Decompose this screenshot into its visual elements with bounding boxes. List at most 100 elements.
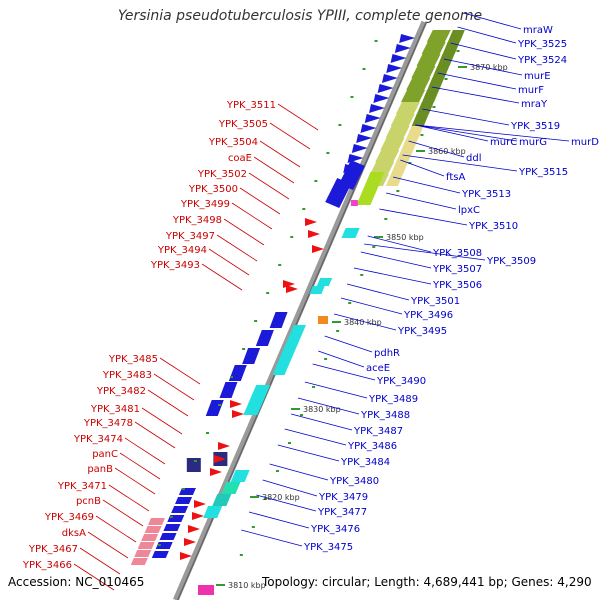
gene-label-reverse[interactable]: dksA bbox=[62, 528, 86, 539]
gene-label-reverse[interactable]: YPK_3493 bbox=[150, 260, 200, 271]
gene-label-forward[interactable]: YPK_3524 bbox=[517, 55, 567, 66]
gene-feature[interactable] bbox=[380, 138, 405, 150]
gene-label-forward[interactable]: YPK_3519 bbox=[510, 121, 560, 132]
gene-label-forward[interactable]: YPK_3513 bbox=[461, 189, 511, 200]
gene-arrow[interactable] bbox=[228, 365, 247, 381]
gene-arrow[interactable] bbox=[399, 34, 416, 43]
gene-label-reverse[interactable]: YPK_3466 bbox=[22, 560, 72, 571]
gene-label-forward[interactable]: YPK_3509 bbox=[486, 256, 536, 267]
gene-feature[interactable] bbox=[230, 470, 250, 482]
gene-arrow-reverse[interactable] bbox=[218, 442, 230, 450]
gene-arrow[interactable] bbox=[163, 524, 181, 531]
gene-label-reverse[interactable]: YPK_3497 bbox=[165, 231, 215, 242]
gene-label-forward[interactable]: murF bbox=[518, 85, 544, 96]
gene-arrow[interactable] bbox=[155, 542, 173, 549]
gene-label-reverse[interactable]: panB bbox=[87, 464, 113, 475]
gene-feature[interactable] bbox=[447, 30, 465, 42]
gene-label-forward[interactable]: mraW bbox=[523, 25, 553, 36]
gene-feature[interactable] bbox=[141, 534, 159, 541]
gene-feature[interactable] bbox=[318, 316, 328, 324]
gene-label-reverse[interactable]: YPK_3467 bbox=[28, 544, 78, 555]
gene-label-forward[interactable]: YPK_3525 bbox=[517, 39, 567, 50]
gene-feature[interactable] bbox=[401, 138, 419, 150]
gene-label-reverse[interactable]: pcnB bbox=[76, 496, 101, 507]
gene-arrow-reverse[interactable] bbox=[214, 455, 226, 463]
gene-arrow[interactable] bbox=[369, 104, 386, 113]
gene-label-reverse[interactable]: YPK_3471 bbox=[57, 481, 107, 492]
gene-label-forward[interactable]: YPK_3490 bbox=[376, 376, 426, 387]
gene-label-reverse[interactable]: YPK_3499 bbox=[180, 199, 230, 210]
gene-label-reverse[interactable]: YPK_3498 bbox=[172, 215, 222, 226]
gene-feature[interactable] bbox=[144, 526, 162, 533]
gene-arrow-reverse[interactable] bbox=[308, 230, 320, 238]
gene-label-reverse[interactable]: YPK_3469 bbox=[44, 512, 94, 523]
gene-label-forward[interactable]: YPK_3475 bbox=[303, 542, 353, 553]
gene-label-forward[interactable]: YPK_3510 bbox=[468, 221, 518, 232]
gene-feature[interactable] bbox=[427, 78, 445, 90]
gene-label-forward[interactable]: murC bbox=[490, 137, 517, 148]
gene-arrow[interactable] bbox=[373, 94, 390, 103]
gene-label-reverse[interactable]: YPK_3482 bbox=[96, 386, 146, 397]
gene-feature[interactable] bbox=[416, 54, 441, 66]
gene-feature[interactable] bbox=[341, 228, 360, 238]
gene-arrow-reverse[interactable] bbox=[305, 218, 317, 226]
gene-feature[interactable] bbox=[148, 518, 166, 525]
gene-label-reverse[interactable]: YPK_3474 bbox=[73, 434, 123, 445]
gene-arrow[interactable] bbox=[386, 64, 403, 73]
gene-label-reverse[interactable]: panC bbox=[92, 449, 118, 460]
gene-feature[interactable] bbox=[437, 54, 455, 66]
gene-label-reverse[interactable]: YPK_3511 bbox=[226, 100, 276, 111]
gene-arrow-reverse[interactable] bbox=[230, 400, 242, 408]
gene-arrow[interactable] bbox=[175, 497, 193, 504]
gene-arrow[interactable] bbox=[390, 54, 407, 63]
gene-arrow[interactable] bbox=[325, 178, 352, 208]
gene-feature[interactable] bbox=[243, 385, 271, 415]
gene-feature[interactable] bbox=[395, 102, 420, 114]
gene-label-forward[interactable]: murD bbox=[571, 137, 599, 148]
gene-label-reverse[interactable]: YPK_3502 bbox=[197, 169, 247, 180]
gene-feature[interactable] bbox=[406, 126, 424, 138]
gene-arrow[interactable] bbox=[269, 312, 288, 328]
gene-arrow-reverse[interactable] bbox=[210, 468, 222, 476]
gene-arrow[interactable] bbox=[255, 330, 274, 346]
gene-label-reverse[interactable]: YPK_3485 bbox=[108, 354, 158, 365]
gene-feature[interactable] bbox=[370, 162, 395, 174]
gene-feature[interactable] bbox=[130, 558, 148, 565]
gene-feature[interactable] bbox=[309, 286, 325, 294]
gene-arrow[interactable] bbox=[171, 506, 189, 513]
gene-label-forward[interactable]: YPK_3486 bbox=[347, 441, 397, 452]
gene-label-forward[interactable]: YPK_3477 bbox=[317, 507, 367, 518]
gene-label-forward[interactable]: lpxC bbox=[458, 205, 480, 216]
gene-label-forward[interactable]: YPK_3479 bbox=[318, 492, 368, 503]
gene-feature[interactable] bbox=[442, 42, 460, 54]
gene-label-forward[interactable]: aceE bbox=[366, 363, 390, 374]
gene-label-reverse[interactable]: YPK_3494 bbox=[157, 245, 207, 256]
gene-feature[interactable] bbox=[390, 114, 415, 126]
gene-feature[interactable] bbox=[212, 494, 232, 506]
gene-label-forward[interactable]: YPK_3480 bbox=[329, 476, 379, 487]
gene-arrow[interactable] bbox=[394, 44, 411, 53]
gene-label-forward[interactable]: murG bbox=[519, 137, 547, 148]
gene-feature[interactable] bbox=[421, 42, 446, 54]
gene-arrow-reverse[interactable] bbox=[194, 500, 206, 508]
gene-feature[interactable] bbox=[426, 30, 451, 42]
gene-feature[interactable] bbox=[422, 90, 440, 102]
gene-feature[interactable] bbox=[137, 542, 155, 549]
gene-label-forward[interactable]: ddl bbox=[466, 153, 481, 164]
gene-arrow-reverse[interactable] bbox=[286, 285, 298, 293]
gene-arrow[interactable] bbox=[360, 124, 377, 133]
gene-arrow-reverse[interactable] bbox=[312, 245, 324, 253]
gene-arrow[interactable] bbox=[159, 533, 177, 540]
gene-arrow[interactable] bbox=[167, 515, 185, 522]
gene-feature[interactable] bbox=[203, 506, 223, 518]
gene-feature[interactable] bbox=[396, 150, 414, 162]
gene-label-forward[interactable]: YPK_3488 bbox=[360, 410, 410, 421]
gene-feature[interactable] bbox=[401, 90, 426, 102]
gene-label-forward[interactable]: YPK_3506 bbox=[432, 280, 482, 291]
gene-arrow-reverse[interactable] bbox=[192, 512, 204, 520]
gene-label-reverse[interactable]: YPK_3505 bbox=[218, 119, 268, 130]
gene-label-forward[interactable]: YPK_3489 bbox=[368, 394, 418, 405]
gene-label-forward[interactable]: YPK_3495 bbox=[397, 326, 447, 337]
gene-label-forward[interactable]: YPK_3507 bbox=[432, 264, 482, 275]
